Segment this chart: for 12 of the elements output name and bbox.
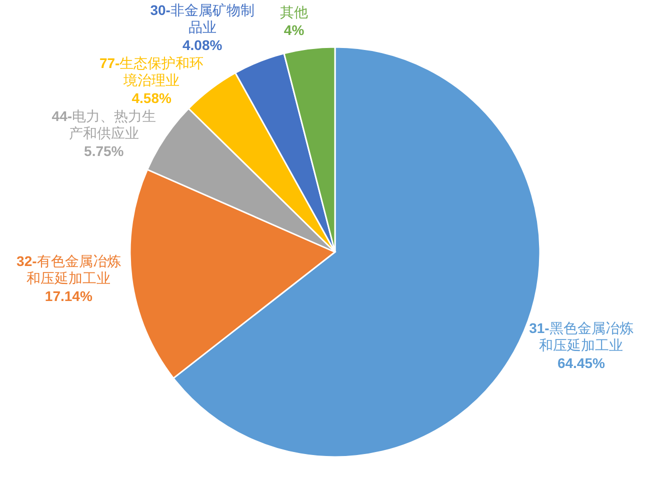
data-label: 4.58%	[130, 90, 172, 108]
data-label: 4%	[282, 22, 306, 39]
data-label: 4.08%	[181, 37, 224, 54]
slice-label: 30-非金属矿物制品业	[150, 2, 254, 36]
data-label: 5.75%	[83, 142, 125, 160]
slice-label: 其他	[280, 4, 308, 21]
data-label: 17.14%	[44, 288, 94, 305]
slice-label: 32-有色金属冶炼和压延加工业	[16, 252, 121, 287]
data-label: 64.45%	[556, 355, 606, 372]
slice-label: 77-生态保护和环境治理业	[99, 55, 204, 90]
slice-label: 44-电力、热力生产和供应业	[52, 108, 156, 142]
slice-label: 31-黑色金属冶炼和压延加工业	[529, 320, 634, 354]
